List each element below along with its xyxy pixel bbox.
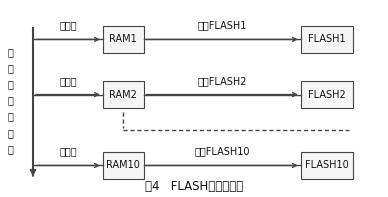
- Text: 一: 一: [8, 47, 14, 57]
- Text: 图4   FLASH流水操作图: 图4 FLASH流水操作图: [145, 180, 243, 193]
- Bar: [301, 26, 353, 53]
- Text: 据: 据: [8, 128, 14, 138]
- Text: 数: 数: [8, 112, 14, 122]
- Bar: [103, 26, 144, 53]
- Text: 编程FLASH2: 编程FLASH2: [197, 76, 247, 86]
- Text: RAM2: RAM2: [109, 90, 137, 99]
- Text: 编程FLASH1: 编程FLASH1: [197, 20, 247, 31]
- Text: FLASH2: FLASH2: [308, 90, 346, 99]
- Bar: [301, 152, 353, 179]
- Text: RAM10: RAM10: [106, 161, 140, 170]
- Text: 图: 图: [8, 79, 14, 89]
- Bar: [103, 152, 144, 179]
- Text: 编程FLASH10: 编程FLASH10: [194, 147, 250, 157]
- Text: 流: 流: [8, 144, 14, 154]
- Text: 数据流: 数据流: [59, 76, 77, 86]
- Text: 路: 路: [8, 63, 14, 73]
- Text: 像: 像: [8, 96, 14, 105]
- Text: 数据流: 数据流: [59, 147, 77, 157]
- Text: RAM1: RAM1: [109, 34, 137, 44]
- Text: FLASH1: FLASH1: [308, 34, 346, 44]
- Text: 数据流: 数据流: [59, 20, 77, 31]
- Bar: [103, 81, 144, 108]
- Bar: [301, 81, 353, 108]
- Text: FLASH10: FLASH10: [305, 161, 349, 170]
